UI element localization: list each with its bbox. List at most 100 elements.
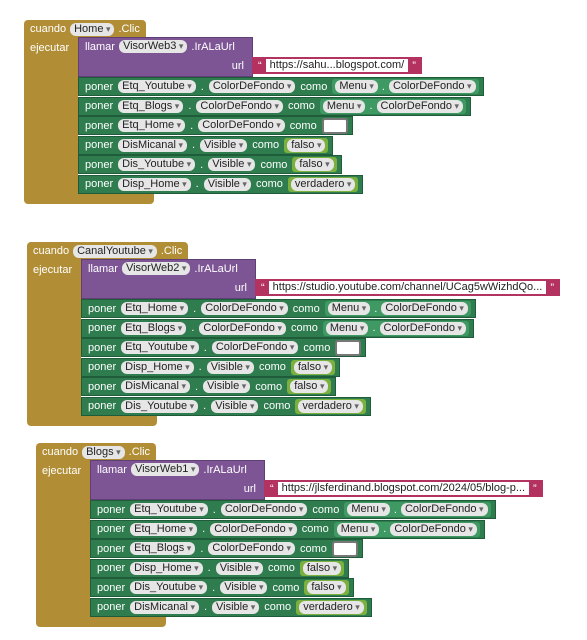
dropdown[interactable]: Etq_Youtube <box>121 341 199 354</box>
boolean-block: falso <box>299 560 345 576</box>
dropdown[interactable]: Dis_Youtube <box>121 399 199 413</box>
dropdown[interactable]: falso <box>302 561 342 575</box>
dropdown[interactable]: ColorDeFondo <box>388 80 476 93</box>
dropdown[interactable]: ColorDeFondo <box>400 503 488 516</box>
dropdown[interactable]: Visible <box>203 177 251 191</box>
dropdown[interactable]: Visible <box>212 600 260 614</box>
dropdown[interactable]: Visible <box>220 581 268 594</box>
to-label: como <box>303 341 331 354</box>
dropdown[interactable]: DisMicanal <box>130 600 199 614</box>
color-block[interactable] <box>321 117 348 134</box>
setter-keyword: poner <box>88 400 117 412</box>
do-label: ejecutar <box>33 264 73 276</box>
event-keyword: cuando <box>30 23 67 35</box>
setter-block: ponerEtq_Youtube.ColorDeFondocomoMenu.Co… <box>78 77 484 96</box>
dropdown[interactable]: Etq_Home <box>130 522 198 536</box>
dropdown[interactable]: VisorWeb2 <box>121 262 191 275</box>
dot: . <box>193 302 197 315</box>
dropdown[interactable]: Visible <box>208 158 256 171</box>
dropdown[interactable]: Blogs <box>82 445 125 459</box>
dot: . <box>200 158 204 171</box>
dropdown[interactable]: Etq_Youtube <box>118 80 196 93</box>
dropdown[interactable]: Etq_Blogs <box>121 321 187 335</box>
setter-keyword: poner <box>85 119 114 132</box>
dropdown[interactable]: Visible <box>211 399 259 413</box>
dropdown[interactable]: ColorDeFondo <box>390 522 477 536</box>
dropdown[interactable]: Visible <box>200 138 248 152</box>
setter-block: poner Disp_Home. Visible como verdadero <box>78 174 364 194</box>
dropdown[interactable]: Disp_Home <box>121 360 194 374</box>
to-label: como <box>264 601 292 613</box>
dropdown[interactable]: ColorDeFondo <box>208 80 296 93</box>
dropdown[interactable]: verdadero <box>290 177 356 191</box>
dropdown[interactable]: Home <box>70 22 115 36</box>
dropdown[interactable]: ColorDeFondo <box>381 302 468 315</box>
dropdown[interactable]: falso <box>293 360 333 374</box>
dropdown[interactable]: Etq_Blogs <box>118 99 184 113</box>
dropdown[interactable]: Menu <box>327 302 371 315</box>
setter-keyword: poner <box>85 100 114 112</box>
dropdown[interactable]: ColorDeFondo <box>376 99 464 113</box>
setter-block: poner Dis_Youtube. Visible como falso <box>90 578 354 597</box>
boolean-block: falso <box>290 359 336 375</box>
dropdown[interactable]: Menu <box>325 321 369 335</box>
dropdown[interactable]: ColorDeFondo <box>211 341 299 354</box>
setter-block: poner Dis_Youtube. Visible como verdadero <box>81 396 371 416</box>
dropdown[interactable]: falso <box>307 581 346 594</box>
dropdown[interactable]: Visible <box>203 380 251 393</box>
dropdown[interactable]: Visible <box>206 360 254 374</box>
dropdown[interactable]: ColorDeFondo <box>201 302 288 315</box>
to-label: como <box>292 302 320 315</box>
dropdown[interactable]: ColorDeFondo <box>379 321 467 335</box>
dropdown[interactable]: falso <box>290 380 329 393</box>
dropdown[interactable]: Disp_Home <box>130 561 203 575</box>
dropdown[interactable]: VisorWeb3 <box>118 40 188 53</box>
dropdown[interactable]: Etq_Home <box>118 119 186 132</box>
dropdown[interactable]: falso <box>287 138 326 152</box>
color-block[interactable] <box>335 339 362 356</box>
to-label: como <box>287 100 315 112</box>
dot: . <box>191 322 195 334</box>
dropdown[interactable]: Disp_Home <box>118 177 191 191</box>
dropdown[interactable]: ColorDeFondo <box>220 503 308 516</box>
dropdown[interactable]: ColorDeFondo <box>210 522 297 536</box>
call-keyword: llamar <box>85 40 115 53</box>
do-label: ejecutar <box>42 465 82 477</box>
dropdown[interactable]: Menu <box>335 80 378 93</box>
dot: . <box>207 562 211 574</box>
dropdown[interactable]: verdadero <box>298 399 363 413</box>
dot: . <box>212 581 216 594</box>
dot: . <box>200 80 204 93</box>
dropdown[interactable]: ColorDeFondo <box>196 99 283 113</box>
dropdown[interactable]: Dis_Youtube <box>118 158 196 171</box>
dot: . <box>381 80 385 93</box>
dot: . <box>374 302 378 315</box>
dropdown[interactable]: Etq_Youtube <box>130 503 208 516</box>
setter-block: poner DisMicanal. Visible como falso <box>81 377 337 396</box>
dropdown[interactable]: verdadero <box>299 600 364 614</box>
dropdown[interactable]: Etq_Blogs <box>130 542 196 555</box>
dropdown[interactable]: Menu <box>322 99 366 113</box>
dropdown[interactable]: DisMicanal <box>118 138 187 152</box>
dot: . <box>203 400 207 412</box>
dropdown[interactable]: VisorWeb1 <box>130 463 200 476</box>
dropdown[interactable]: Etq_Home <box>121 302 189 315</box>
event-keyword: cuando <box>33 245 70 257</box>
dropdown[interactable]: falso <box>295 158 334 171</box>
dropdown[interactable]: ColorDeFondo <box>198 119 285 132</box>
dropdown[interactable]: CanalYoutube <box>73 244 157 258</box>
param-label: url <box>231 60 244 72</box>
dropdown[interactable]: Menu <box>336 522 380 536</box>
dropdown[interactable]: Visible <box>215 561 263 575</box>
dropdown[interactable]: Dis_Youtube <box>130 581 208 594</box>
dropdown[interactable]: Menu <box>347 503 390 516</box>
string-value: https://jlsferdinand.blogspot.com/2024/0… <box>277 482 530 495</box>
color-block[interactable] <box>331 540 358 557</box>
dropdown[interactable]: DisMicanal <box>121 380 190 393</box>
dropdown[interactable]: ColorDeFondo <box>199 321 286 335</box>
dropdown[interactable]: ColorDeFondo <box>208 542 295 555</box>
